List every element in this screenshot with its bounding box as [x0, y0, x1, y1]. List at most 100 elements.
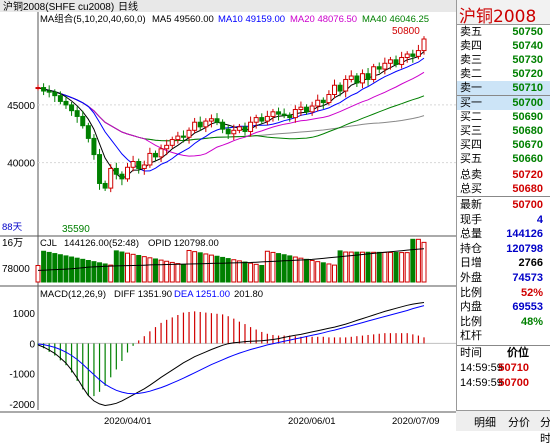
candle-body	[113, 167, 119, 175]
row-value: 48%	[520, 315, 543, 328]
row-value: 69553	[512, 301, 543, 314]
candle-body	[326, 93, 332, 104]
row-label: 总量	[460, 228, 482, 241]
candle-body	[404, 53, 410, 59]
candle-body	[253, 117, 259, 123]
volume-bar	[192, 251, 198, 283]
bid-row: 买三 50680	[457, 124, 550, 138]
row-label: 买四	[460, 139, 482, 151]
row-label: 买五	[460, 153, 482, 165]
volume-bar	[74, 257, 80, 283]
tick-header-row: 时间 价位	[457, 346, 550, 360]
row-value: 50730	[512, 54, 543, 66]
candle-body	[97, 154, 103, 184]
stat-row: 最新 50700	[457, 198, 550, 212]
candle-body	[225, 128, 231, 135]
opid-line	[37, 248, 425, 271]
row-label: 买二	[460, 111, 482, 123]
tab-detail[interactable]: 明细	[474, 417, 496, 429]
volume-bar	[208, 254, 214, 283]
diff-label: DIFF 1351.90	[114, 289, 172, 300]
volume-bar	[393, 252, 399, 283]
date-tick-label: 2020/06/01	[288, 416, 336, 427]
date-tick-label: 2020/07/09	[392, 416, 440, 427]
volume-bar	[57, 254, 63, 283]
candle-body	[130, 161, 136, 168]
stat-row: 杠杆	[457, 329, 550, 343]
candle-body	[108, 167, 114, 189]
price-tick-label: 40000	[7, 159, 35, 170]
row-value: 50700	[498, 377, 529, 389]
ma-group-label: MA组合(5,10,20,40,60,0)	[40, 13, 146, 25]
candle-body	[69, 104, 75, 112]
row-label: 卖一	[460, 82, 482, 94]
candle-body	[169, 139, 175, 146]
candle-body	[354, 75, 360, 84]
row-label: 比例	[460, 315, 482, 328]
volume-bar	[203, 253, 209, 283]
volume-bar	[248, 262, 254, 283]
row-value: 价位	[507, 347, 529, 359]
ma20-label: MA20 48076.50	[290, 14, 357, 25]
candle-body	[359, 73, 365, 84]
volume-bar	[242, 261, 248, 283]
volume-bar	[320, 262, 326, 283]
candle-body	[259, 117, 265, 122]
ask-row: 卖一 50710	[457, 81, 550, 95]
candle-body	[158, 148, 164, 158]
chart-area[interactable]: 沪铜2008(SHFE cu2008) 日线 40000 45000 MA组合(5,10…	[0, 0, 456, 430]
volume-bar	[119, 251, 125, 283]
volume-bar	[281, 254, 287, 283]
low-price-label: 35590	[62, 224, 90, 235]
candle-body	[186, 129, 192, 138]
stat-row: 持仓 120798	[457, 242, 550, 256]
tab-intraday[interactable]: 分时	[540, 417, 550, 445]
candle-body	[298, 106, 304, 111]
candle-body	[46, 90, 52, 93]
row-value: 50710	[512, 82, 543, 94]
bid-row: 买二 50690	[457, 110, 550, 124]
volume-bar	[169, 261, 175, 283]
bid-row: 买五 50660	[457, 152, 550, 166]
candle-body	[74, 110, 80, 117]
volume-bar	[180, 264, 186, 283]
volume-bar	[421, 241, 427, 283]
high-price-label: 50800	[392, 26, 420, 37]
candle-body	[57, 95, 63, 102]
total-sell-row: 总卖 50720	[457, 168, 550, 182]
price-tick-label: 45000	[7, 101, 35, 112]
row-value: 50690	[512, 111, 543, 123]
candle-body	[136, 161, 142, 169]
row-label: 总买	[460, 183, 482, 195]
volume-bar	[91, 261, 97, 283]
candle-body	[343, 78, 349, 92]
row-label: 最新	[460, 199, 482, 211]
row-value: 50720	[512, 68, 543, 80]
ma5-label: MA5 49560.00	[152, 14, 214, 25]
volume-bar	[304, 258, 310, 283]
volume-bar	[315, 261, 321, 283]
quote-header: 沪铜2008	[457, 0, 550, 27]
volume-bar	[186, 249, 192, 283]
diff-line	[37, 302, 425, 407]
volume-bar	[253, 263, 259, 283]
stat-row: 总量 144126	[457, 227, 550, 241]
row-label: 卖二	[460, 68, 482, 80]
candle-body	[203, 120, 209, 128]
candle-body	[41, 87, 47, 92]
ma10-line	[37, 57, 425, 172]
tab-price[interactable]: 分价	[508, 417, 530, 429]
total-buy-row: 总买 50680	[457, 182, 550, 196]
volume-bar	[292, 256, 298, 283]
kline-chart[interactable]: 沪铜2008(SHFE cu2008) 日线 40000 45000 MA组合(5,10…	[0, 0, 456, 430]
tick-row: 14:59:59 50700	[457, 376, 550, 390]
row-label: 内盘	[460, 301, 482, 314]
ma10-label: MA10 49159.00	[218, 14, 285, 25]
candle-body	[147, 152, 153, 166]
candle-body	[270, 111, 276, 117]
ma5-line	[37, 51, 425, 180]
row-label: 买三	[460, 125, 482, 137]
stat-row: 外盘 74573	[457, 271, 550, 285]
stat-row: 比例 52%	[457, 286, 550, 300]
candle-body	[231, 129, 237, 135]
